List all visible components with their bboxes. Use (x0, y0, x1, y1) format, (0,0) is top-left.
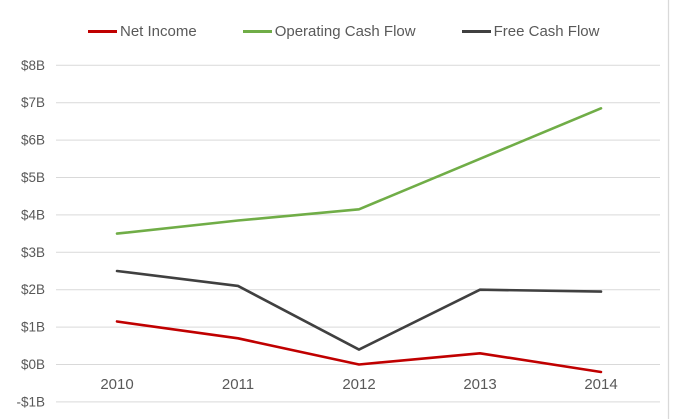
x-axis-tick-label: 2012 (342, 376, 375, 393)
y-axis-tick-label: $3B (21, 245, 45, 260)
y-axis-tick-label: $5B (21, 170, 45, 185)
x-axis-tick-label: 2014 (584, 376, 617, 393)
legend-marker-operating-cash-flow (242, 29, 272, 33)
series-line-operating-cash-flow (115, 107, 603, 235)
legend-item-net-income: Net Income (88, 23, 197, 40)
chart-legend: Net Income Operating Cash Flow Free Cash… (88, 18, 599, 44)
y-axis-tick-label: -$1B (16, 394, 45, 409)
y-axis-tick-label: $6B (21, 133, 45, 148)
x-axis-tick-label: 2011 (222, 376, 254, 393)
y-axis-tick-label: $2B (21, 282, 45, 297)
legend-marker-net-income (88, 29, 117, 33)
x-axis-tick-label: 2010 (100, 376, 133, 393)
legend-label-net-income: Net Income (120, 22, 197, 40)
legend-label-operating-cash-flow: Operating Cash Flow (274, 22, 416, 40)
y-axis-tick-label: $4B (21, 207, 45, 222)
series-line-free-cash-flow (115, 269, 603, 351)
series-line-net-income (115, 320, 603, 374)
legend-label-free-cash-flow: Free Cash Flow (493, 22, 600, 40)
y-axis-tick-label: $7B (21, 95, 45, 110)
y-axis-tick-label: $8B (21, 58, 45, 73)
x-axis-tick-label: 2013 (463, 376, 496, 393)
y-axis-tick-label: $0B (21, 357, 45, 372)
y-axis-tick-label: $1B (21, 320, 45, 335)
legend-item-operating-cash-flow: Operating Cash Flow (242, 22, 416, 40)
legend-marker-free-cash-flow (461, 29, 491, 33)
legend-item-free-cash-flow: Free Cash Flow (461, 22, 600, 40)
